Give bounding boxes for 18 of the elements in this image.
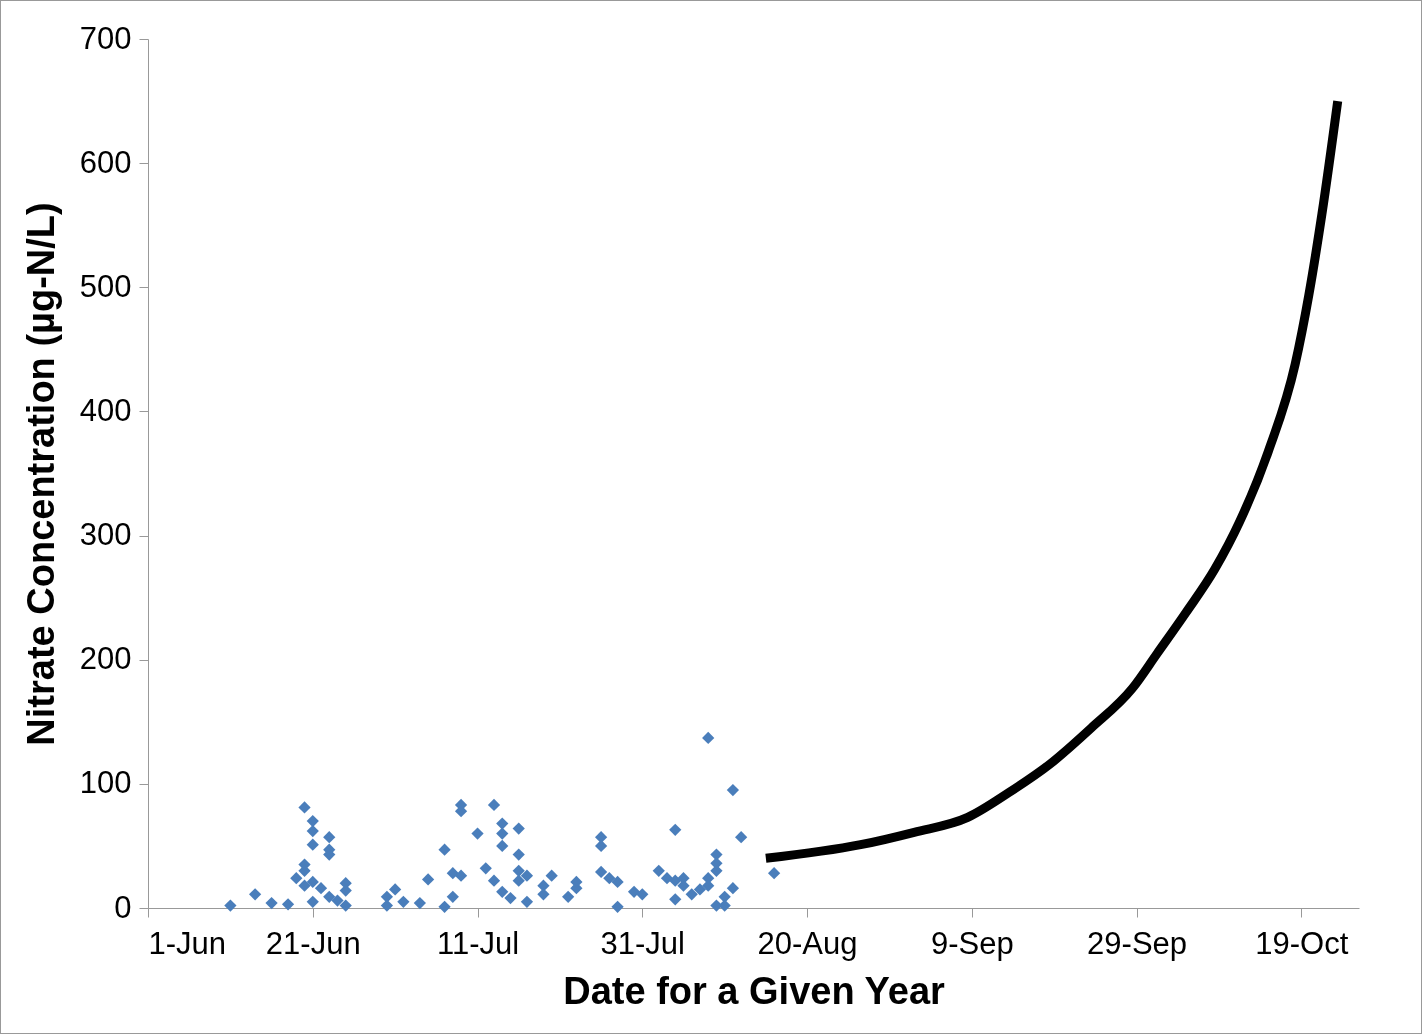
x-tick-label: 11-Jul [436, 925, 520, 961]
x-tick-label: 20-Aug [757, 925, 858, 961]
y-tick-label: 0 [114, 889, 132, 925]
x-axis-title: Date for a Given Year [563, 969, 945, 1012]
y-tick-label: 600 [79, 144, 132, 180]
x-tick-label: 29-Sep [1087, 925, 1188, 961]
y-tick-label: 100 [79, 765, 132, 801]
y-tick-label: 500 [79, 268, 132, 304]
x-tick-label: 1-Jun [148, 925, 227, 961]
y-tick-label: 400 [79, 392, 132, 428]
y-axis-title: Nitrate Concentration (µg-N/L) [19, 202, 62, 746]
y-tick-label: 700 [79, 20, 132, 56]
x-tick-label: 31-Jul [600, 925, 685, 961]
y-tick-label: 300 [79, 517, 132, 553]
x-tick-label: 21-Jun [265, 925, 361, 961]
y-tick-label: 200 [79, 641, 132, 677]
x-tick-label: 19-Oct [1255, 925, 1349, 961]
x-tick-label: 9-Sep [930, 925, 1014, 961]
